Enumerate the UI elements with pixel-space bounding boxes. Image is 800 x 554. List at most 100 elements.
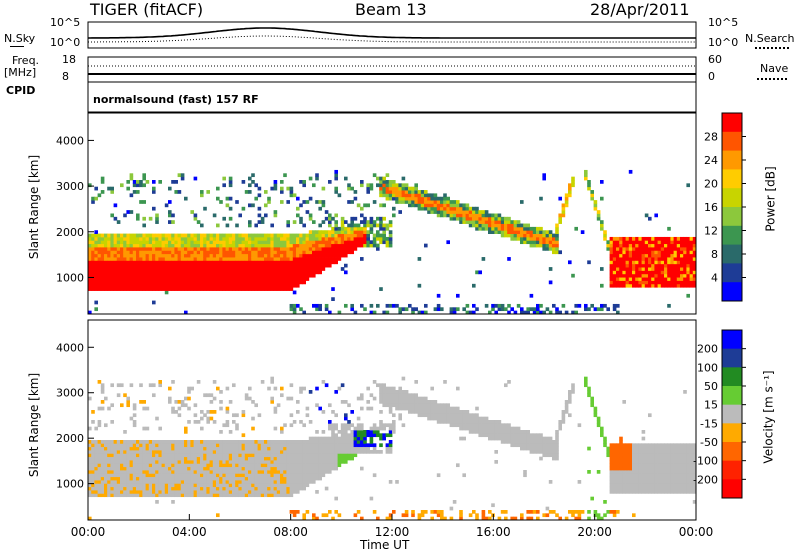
heatmap-cell — [280, 250, 284, 255]
heatmap-cell — [260, 257, 265, 261]
heatmap-cell — [126, 277, 130, 281]
heatmap-cell — [296, 400, 300, 404]
heatmap-cell — [632, 483, 636, 488]
heatmap-cell — [536, 433, 540, 438]
heatmap-cell — [190, 456, 194, 461]
heatmap-cell — [619, 466, 623, 471]
heatmap-cell — [257, 270, 262, 275]
heatmap-cell — [283, 250, 287, 255]
heatmap-cell — [321, 453, 326, 458]
heatmap-cell — [107, 440, 111, 444]
heatmap-cell — [203, 486, 207, 491]
heatmap-cell — [628, 273, 633, 278]
heatmap-cell — [212, 396, 217, 401]
heatmap-cell — [152, 240, 156, 245]
heatmap-cell — [267, 480, 271, 484]
heatmap-cell — [184, 257, 188, 261]
heatmap-cell — [347, 226, 351, 231]
heatmap-cell — [225, 406, 230, 411]
heatmap-cell — [212, 460, 217, 464]
heatmap-cell — [302, 483, 306, 488]
heatmap-cell — [225, 473, 230, 478]
heatmap-cell — [680, 260, 684, 265]
heatmap-cell — [257, 186, 262, 191]
heatmap-cell — [612, 250, 617, 255]
heatmap-cell — [216, 513, 220, 518]
heatmap-cell — [184, 403, 188, 408]
heatmap-cell — [628, 486, 633, 491]
heatmap-cell — [200, 480, 204, 484]
heatmap-cell — [488, 430, 492, 434]
heatmap-cell — [248, 220, 252, 224]
heatmap-cell — [510, 233, 514, 238]
heatmap-cell — [276, 273, 281, 278]
heatmap-cell — [542, 240, 546, 245]
heatmap-cell — [609, 243, 614, 248]
heatmap-cell — [280, 386, 284, 391]
heatmap-cell — [369, 393, 374, 398]
heatmap-cell — [385, 190, 390, 194]
heatmap-cell — [116, 283, 121, 288]
heatmap-cell — [129, 240, 134, 245]
heatmap-cell — [686, 257, 690, 261]
heatmap-cell — [539, 236, 543, 241]
heatmap-cell — [436, 200, 441, 204]
heatmap-cell — [641, 476, 646, 481]
heatmap-cell — [216, 483, 220, 488]
heatmap-cell — [465, 203, 470, 208]
heatmap-cell — [379, 390, 383, 394]
heatmap-cell — [91, 287, 95, 291]
heatmap-cell — [667, 236, 671, 241]
heatmap-cell — [612, 257, 617, 261]
heatmap-cell — [628, 263, 633, 268]
heatmap-cell — [436, 420, 441, 424]
heatmap-cell — [241, 243, 246, 248]
heatmap-cell — [507, 433, 511, 438]
heatmap-cell — [180, 243, 185, 248]
heatmap-cell — [152, 233, 156, 238]
heatmap-cell — [401, 183, 406, 188]
heatmap-cell — [187, 257, 191, 261]
heatmap-cell — [238, 443, 242, 448]
heatmap-cell — [612, 240, 617, 245]
heatmap-cell — [148, 473, 153, 478]
heatmap-cell — [424, 410, 428, 414]
heatmap-cell — [382, 386, 386, 391]
heatmap-cell — [276, 490, 281, 494]
heatmap-cell — [248, 386, 252, 391]
heatmap-cell — [283, 273, 287, 278]
heatmap-cell — [232, 270, 236, 275]
heatmap-cell — [379, 223, 383, 228]
heatmap-cell — [308, 460, 313, 464]
heatmap-cell — [382, 436, 386, 441]
heatmap-cell — [123, 446, 127, 451]
heatmap-cell — [267, 486, 271, 491]
heatmap-cell — [180, 176, 185, 181]
heatmap-cell — [104, 453, 108, 458]
heatmap-cell — [276, 453, 281, 458]
heatmap-cell — [305, 270, 310, 275]
heatmap-cell — [654, 277, 658, 281]
heatmap-cell — [315, 236, 319, 241]
heatmap-cell — [676, 243, 681, 248]
heatmap-cell — [369, 186, 374, 191]
heatmap-cell — [113, 243, 118, 248]
heatmap-cell — [129, 236, 134, 241]
heatmap-cell — [619, 257, 623, 261]
heatmap-cell — [248, 460, 252, 464]
heatmap-cell — [177, 413, 182, 418]
heatmap-cell — [369, 303, 374, 308]
heatmap-cell — [465, 413, 470, 418]
heatmap-cell — [222, 273, 226, 278]
heatmap-cell — [420, 513, 425, 518]
heatmap-cell — [452, 310, 457, 315]
heatmap-cell — [283, 253, 287, 258]
heatmap-cell — [497, 216, 502, 221]
heatmap-cell — [155, 250, 159, 255]
heatmap-cell — [523, 433, 527, 438]
heatmap-cell — [564, 310, 569, 315]
heatmap-cell — [193, 240, 198, 245]
heatmap-cell — [187, 277, 191, 281]
heatmap-cell — [692, 267, 697, 271]
heatmap-cell — [644, 490, 649, 494]
